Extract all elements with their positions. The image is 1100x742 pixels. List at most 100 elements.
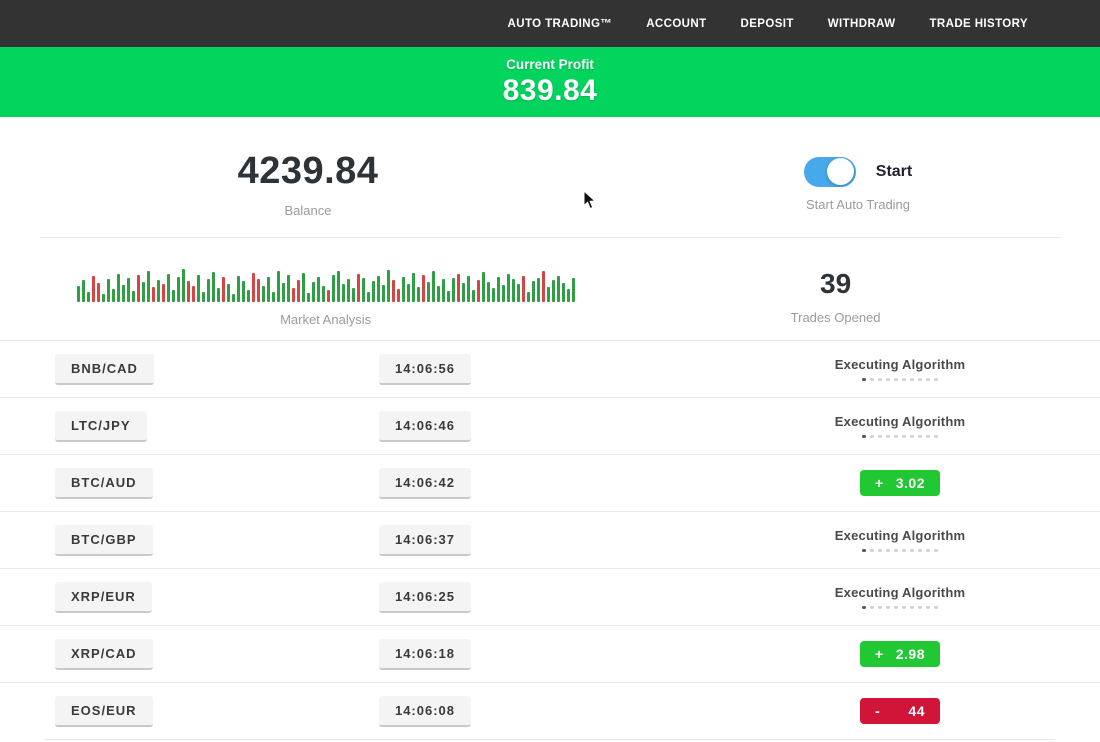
time-badge: 14:06:46 [378, 410, 472, 442]
pair-badge: BNB/CAD [55, 353, 154, 385]
nav-item-account[interactable]: ACCOUNT [646, 17, 707, 30]
market-bar [116, 273, 120, 302]
market-bar [191, 285, 195, 302]
market-bar [81, 279, 85, 302]
executing-algorithm-status: Executing Algorithm [835, 528, 965, 553]
market-bar [351, 287, 355, 302]
market-bar [506, 273, 510, 302]
market-bar [131, 290, 135, 302]
executing-algorithm-status: Executing Algorithm [835, 585, 965, 610]
market-bar [296, 279, 300, 302]
market-bar [121, 284, 125, 302]
market-bar [516, 283, 520, 302]
market-bar [541, 270, 545, 302]
market-bar [76, 285, 80, 302]
table-row: XRP/CAD 14:06:18 +2.98 [0, 625, 1100, 682]
table-row: EOS/EUR 14:06:08 - 44 [0, 682, 1100, 739]
progress-dots [862, 434, 938, 439]
market-bar [336, 270, 340, 302]
table-row: XRP/EUR 14:06:25 Executing Algorithm [0, 568, 1100, 625]
nav-item-trade-history[interactable]: TRADE HISTORY [929, 17, 1028, 30]
market-bar [241, 280, 245, 302]
market-bar [546, 286, 550, 302]
market-bar [421, 274, 425, 302]
progress-dot-icon [894, 434, 898, 439]
progress-dot-icon [870, 377, 874, 382]
market-bar [566, 288, 570, 302]
market-bar [451, 277, 455, 302]
market-bar [426, 281, 430, 302]
market-bar [526, 291, 530, 302]
executing-algorithm-label: Executing Algorithm [834, 413, 966, 429]
progress-dot-icon [894, 377, 898, 382]
market-bar [366, 291, 370, 302]
market-bar [411, 272, 415, 302]
auto-trading-toggle[interactable] [803, 156, 856, 187]
progress-dots [862, 605, 938, 610]
result-sign: - [875, 703, 881, 719]
market-bar [86, 291, 90, 302]
nav-item-auto-trading[interactable]: AUTO TRADING™ [507, 17, 613, 30]
nav-item-withdraw[interactable]: WITHDRAW [827, 17, 896, 30]
pair-badge: LTC/JPY [55, 410, 147, 442]
progress-dot-icon [926, 377, 930, 382]
progress-dot-icon [886, 548, 890, 553]
progress-dot-icon [934, 548, 938, 553]
market-bar [476, 279, 480, 302]
time-badge: 14:06:42 [378, 467, 472, 499]
market-bar [396, 288, 400, 302]
market-bar [561, 282, 565, 302]
market-bar [491, 287, 495, 302]
market-bar [501, 284, 505, 302]
market-bar [106, 278, 110, 302]
market-bar [461, 282, 465, 302]
market-bar [196, 274, 200, 302]
market-bar [266, 276, 270, 302]
market-bar [101, 293, 105, 302]
progress-dot-icon [878, 605, 882, 610]
market-bar [391, 279, 395, 302]
market-bar [96, 282, 100, 302]
market-bar [161, 283, 165, 302]
market-bar [91, 275, 95, 302]
progress-dot-icon [902, 377, 906, 382]
executing-algorithm-label: Executing Algorithm [834, 527, 966, 543]
pair-badge: XRP/EUR [55, 581, 152, 613]
market-bar [291, 287, 295, 302]
result-sign: + [875, 646, 884, 662]
market-bar [331, 274, 335, 302]
result-value: 44 [908, 703, 925, 719]
balance-caption: Balance [284, 203, 332, 218]
market-bar [521, 275, 525, 302]
market-bar [431, 270, 435, 302]
progress-dot-icon [926, 548, 930, 553]
market-bar [536, 277, 540, 302]
executing-algorithm-label: Executing Algorithm [834, 356, 966, 372]
nav-item-deposit[interactable]: DEPOSIT [740, 17, 794, 30]
progress-dot-icon [862, 548, 866, 553]
market-analysis-chart [76, 266, 575, 302]
balance-value: 4239.84 [237, 150, 379, 192]
progress-dot-icon [902, 434, 906, 439]
market-bar [381, 284, 385, 302]
trades-opened-block: 39 Trades Opened [611, 252, 1060, 340]
progress-dot-icon [918, 377, 922, 382]
trades-opened-value: 39 [820, 267, 852, 299]
progress-dot-icon [878, 548, 882, 553]
market-bar [201, 291, 205, 302]
progress-dot-icon [870, 605, 874, 610]
progress-dot-icon [926, 605, 930, 610]
time-badge: 14:06:18 [378, 638, 472, 670]
market-bar [356, 273, 360, 302]
balance-toggle-row: 4239.84 Balance Start Start Auto Trading [0, 117, 1100, 237]
market-bar [216, 287, 220, 302]
market-bar [481, 271, 485, 302]
pair-badge: BTC/GBP [55, 524, 153, 556]
progress-dots [862, 548, 938, 553]
market-bar [111, 288, 115, 302]
market-analysis-block: Market Analysis [40, 252, 611, 340]
market-bar [496, 276, 500, 302]
market-bar [251, 272, 255, 302]
progress-dot-icon [894, 548, 898, 553]
trades-table: BNB/CAD 14:06:56 Executing Algorithm LTC/JP… [0, 340, 1100, 739]
